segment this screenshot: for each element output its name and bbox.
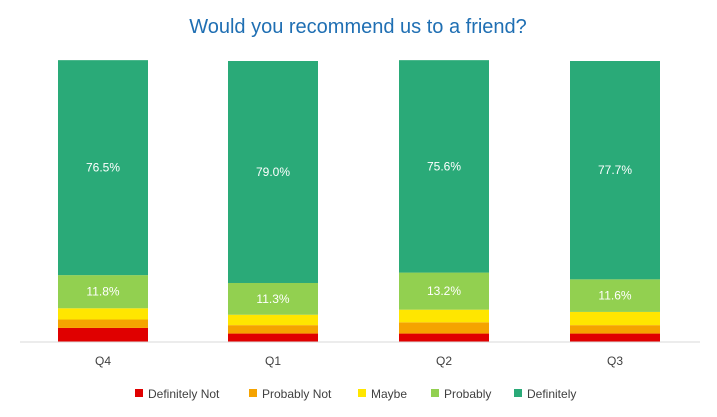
- x-tick-label-q1: Q1: [265, 354, 281, 368]
- legend-item-maybe: Maybe: [358, 387, 407, 401]
- data-label-q3-definitely: 77.7%: [598, 163, 632, 177]
- legend-label-probably-not: Probably Not: [262, 387, 332, 401]
- bar-segment-q2-probably-not: [399, 322, 489, 334]
- data-label-q1-probably: 11.3%: [256, 292, 289, 306]
- bar-segment-q1-probably: [228, 282, 318, 315]
- legend-swatch-probably-not: [249, 389, 257, 397]
- data-label-q2-probably: 13.2%: [427, 284, 461, 298]
- bar-segment-q3-probably-not: [570, 325, 660, 334]
- bar-segment-q4-probably-not: [58, 319, 148, 328]
- legend-swatch-definitely: [514, 389, 522, 397]
- legend-item-probably: Probably: [431, 387, 491, 401]
- legend-label-probably: Probably: [444, 387, 491, 401]
- legend: Definitely Not Probably Not Maybe Probably D…: [135, 387, 576, 401]
- bar-segment-q2-definitely: [399, 60, 489, 273]
- bar-segment-q3-definitely-not: [570, 333, 660, 342]
- bar-segment-q2-probably: [399, 272, 489, 310]
- bar-segment-q3-maybe: [570, 311, 660, 326]
- bar-segment-q1-definitely-not: [228, 333, 318, 342]
- bar-segment-q2-maybe: [399, 309, 489, 323]
- data-labels-layer: 11.8% 76.5% 11.3% 79.0% 13.2% 75.6% 11.6% 77.7%: [86, 159, 632, 305]
- legend-label-definitely: Definitely: [527, 387, 576, 401]
- bar-segment-q4-probably: [58, 275, 148, 309]
- bar-segment-q3-definitely: [570, 61, 660, 280]
- bar-segment-q1-definitely: [228, 61, 318, 283]
- legend-label-definitely-not: Definitely Not: [148, 387, 220, 401]
- x-tick-label-q2: Q2: [436, 354, 452, 368]
- legend-swatch-probably: [431, 389, 439, 397]
- legend-swatch-definitely-not: [135, 389, 143, 397]
- legend-label-maybe: Maybe: [371, 387, 407, 401]
- bar-segment-q4-definitely: [58, 60, 148, 276]
- bars-layer: [58, 60, 660, 342]
- x-tick-label-q4: Q4: [95, 354, 111, 368]
- bar-segment-q2-definitely-not: [399, 333, 489, 342]
- legend-item-definitely: Definitely: [514, 387, 576, 401]
- bar-segment-q4-definitely-not: [58, 327, 148, 342]
- bar-segment-q3-probably: [570, 279, 660, 312]
- x-axis-ticks: Q4 Q1 Q2 Q3: [95, 354, 623, 368]
- legend-swatch-maybe: [358, 389, 366, 397]
- bar-segment-q4-maybe: [58, 308, 148, 320]
- legend-item-probably-not: Probably Not: [249, 387, 332, 401]
- data-label-q2-definitely: 75.6%: [427, 159, 461, 173]
- data-label-q4-definitely: 76.5%: [86, 161, 120, 175]
- data-label-q3-probably: 11.6%: [598, 289, 631, 303]
- bar-segment-q1-maybe: [228, 314, 318, 326]
- data-label-q1-definitely: 79.0%: [256, 165, 290, 179]
- legend-item-definitely-not: Definitely Not: [135, 387, 220, 401]
- chart-title: Would you recommend us to a friend?: [189, 16, 527, 38]
- bar-segment-q1-probably-not: [228, 325, 318, 334]
- data-label-q4-probably: 11.8%: [86, 285, 119, 299]
- x-tick-label-q3: Q3: [607, 354, 623, 368]
